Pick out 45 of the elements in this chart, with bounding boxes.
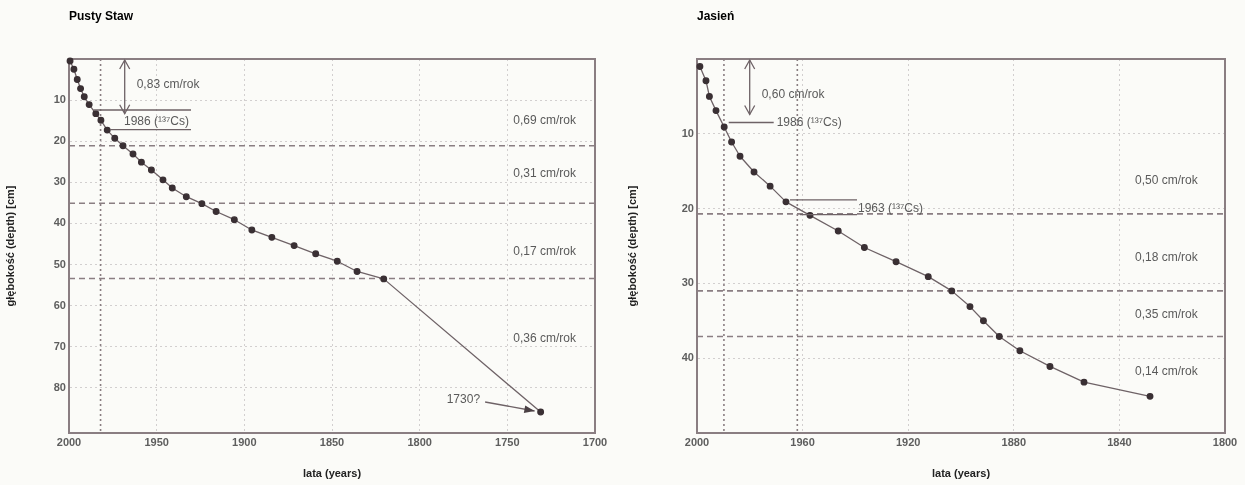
y-tick-label: 40 [53,216,66,229]
y-axis-title: głębokość (depth) [cm] [625,185,638,307]
x-tick-label: 1800 [1212,435,1238,448]
x-tick-label: 2000 [684,435,710,448]
annotation: 0,69 cm/rok [513,113,577,128]
annotation: 1963 (¹³⁷Cs) [858,201,924,216]
annotation: 0,50 cm/rok [1135,173,1199,188]
annotation: 0,36 cm/rok [513,330,577,345]
y-tick-label: 10 [681,126,694,139]
x-axis-title: lata (years) [302,467,362,480]
y-axis-title: głębokość (depth) [cm] [3,185,16,307]
x-tick-label: 1900 [232,435,257,448]
y-tick-label: 80 [53,380,66,393]
y-tick-label: 20 [681,201,694,214]
annotation: 0,60 cm/rok [761,87,826,102]
chart-title: Jasień [697,9,735,23]
x-axis-title: lata (years) [931,467,991,480]
x-tick-label: 2000 [56,435,82,448]
y-tick-label: 40 [681,351,694,364]
x-tick-label: 1850 [319,435,345,448]
y-tick-label: 60 [53,298,66,311]
y-tick-label: 10 [53,93,66,106]
chart-title: Pusty Staw [69,9,134,23]
x-tick-label: 1800 [407,435,432,448]
x-tick-label: 1960 [790,435,815,448]
y-tick-label: 70 [53,339,66,352]
annotation: 0,83 cm/rok [136,76,201,91]
annotation: 0,35 cm/rok [1135,306,1199,321]
x-tick-label: 1880 [1001,435,1027,448]
annotation: 1986 (¹³⁷Cs) [124,114,190,129]
y-tick-label: 20 [53,134,66,147]
x-tick-label: 1750 [495,435,520,448]
annotation: 0,31 cm/rok [513,166,577,181]
x-tick-label: 1950 [144,435,169,448]
annotation: 0,14 cm/rok [1135,363,1199,378]
annotation: 1730? [446,392,481,407]
y-tick-label: 30 [53,175,66,188]
annotation: 1986 (¹³⁷Cs) [776,114,842,129]
y-tick-label: 50 [53,257,66,270]
y-tick-label: 30 [681,276,694,289]
annotation: 0,18 cm/rok [1135,249,1199,264]
x-tick-label: 1840 [1107,435,1132,448]
x-tick-label: 1700 [582,435,608,448]
annotation: 0,17 cm/rok [513,244,577,259]
x-tick-label: 1920 [895,435,921,448]
